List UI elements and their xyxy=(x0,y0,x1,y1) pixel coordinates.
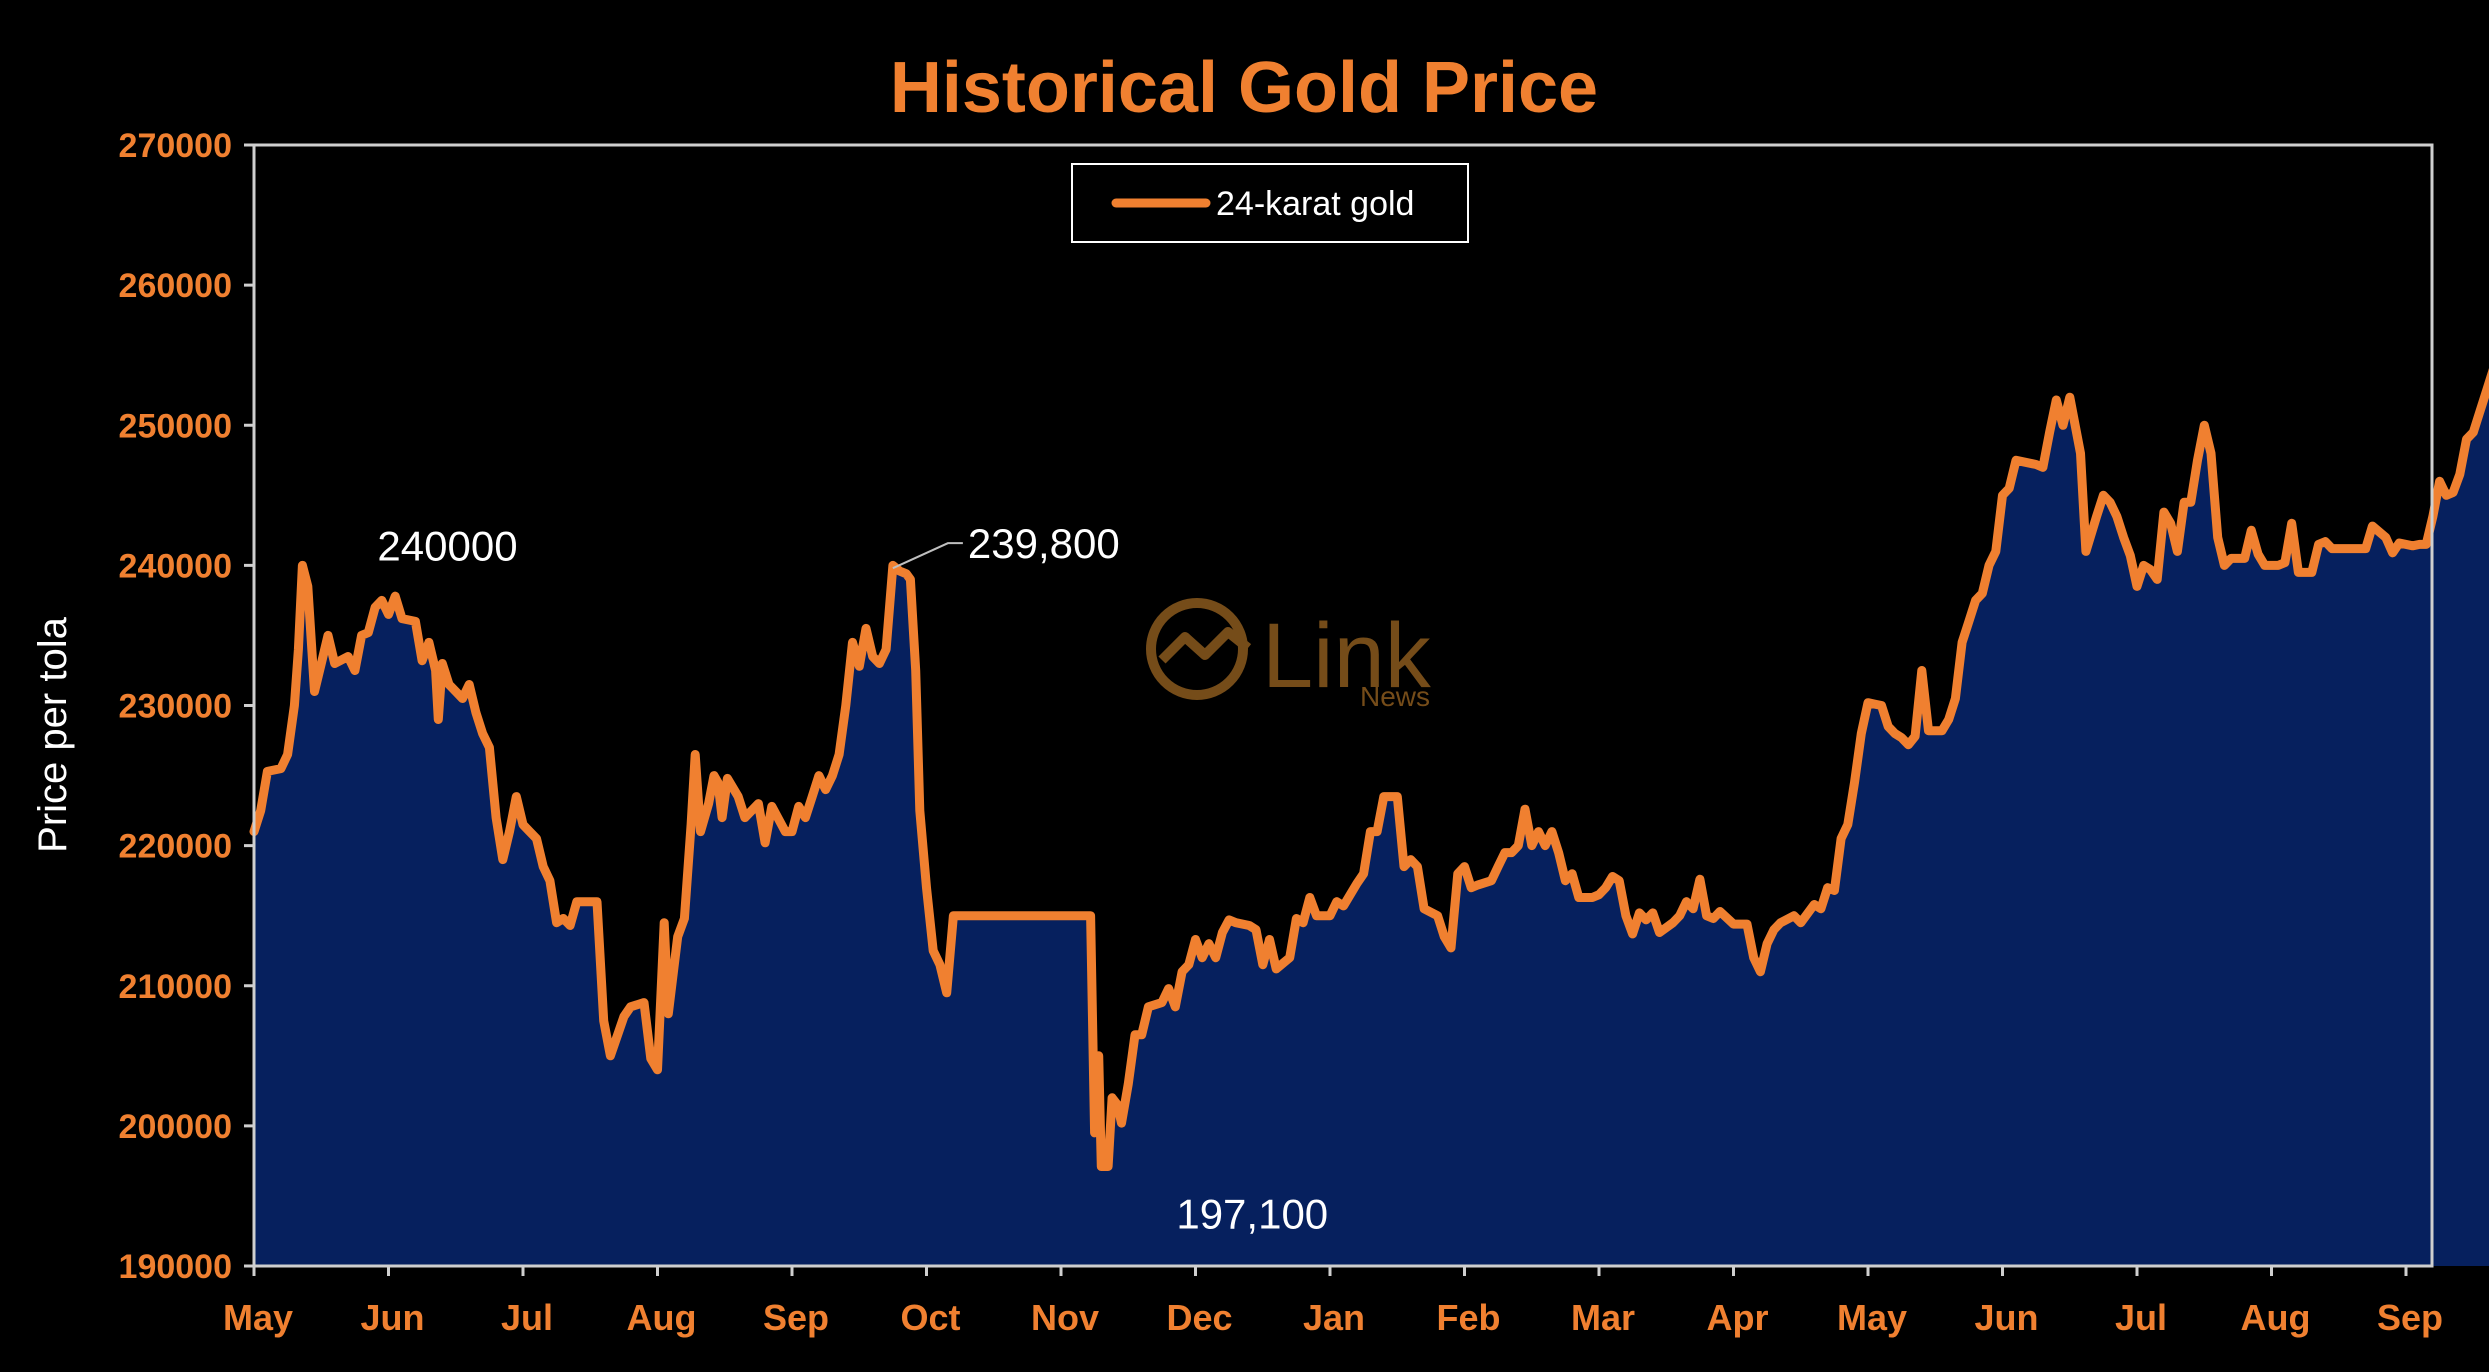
y-tick-label: 270000 xyxy=(119,127,232,165)
x-tick-label: Aug xyxy=(2241,1297,2311,1338)
plot-area: 190000 200000 210000 220000 230000 240000 2500… xyxy=(119,127,2489,1338)
data-label: 240000 xyxy=(377,522,517,569)
x-tick-label: Oct xyxy=(900,1297,960,1338)
y-tick-label: 210000 xyxy=(119,968,232,1006)
annotation-leader xyxy=(892,542,963,570)
x-tick-label: May xyxy=(223,1297,293,1338)
x-tick-label: Jan xyxy=(1303,1297,1365,1338)
x-tick-label: May xyxy=(1837,1297,1907,1338)
x-tick-label: Jun xyxy=(360,1297,424,1338)
y-tick-label: 190000 xyxy=(119,1248,232,1286)
series-line-24-karat-gold xyxy=(249,368,2489,1171)
x-tick-label: Sep xyxy=(2377,1297,2443,1338)
series-area-24-karat-gold xyxy=(254,382,2489,1266)
y-tick-label: 230000 xyxy=(119,688,232,726)
legend: 24-karat gold xyxy=(1071,163,1469,243)
watermark-brand: Link xyxy=(1262,605,1432,707)
x-tick-label: Apr xyxy=(1707,1297,1769,1338)
watermark-sub: News xyxy=(1360,681,1430,712)
data-label: 260,400 xyxy=(2487,587,2489,634)
x-tick-label: Sep xyxy=(763,1297,829,1338)
data-label: 239,800 xyxy=(968,520,1120,567)
y-tick-label: 260000 xyxy=(119,267,232,305)
x-tick-label: Feb xyxy=(1436,1297,1500,1338)
x-tick-label: Aug xyxy=(627,1297,697,1338)
x-tick-label: Mar xyxy=(1571,1297,1635,1338)
annotations: 240000 239,800 197,100 260,400 xyxy=(377,520,2489,1238)
y-tick-label: 200000 xyxy=(119,1108,232,1146)
watermark: Link News xyxy=(1146,598,1432,712)
y-axis-label: Price per tola xyxy=(31,616,75,852)
y-tick-label: 250000 xyxy=(119,407,232,445)
y-tick-label: 240000 xyxy=(119,547,232,585)
legend-entry-label: 24-karat gold xyxy=(1216,185,1414,223)
x-tick-label: Nov xyxy=(1031,1297,1099,1338)
x-tick-label: Jul xyxy=(2115,1297,2167,1338)
x-tick-label: Jul xyxy=(501,1297,553,1338)
x-tick-label: Jun xyxy=(1974,1297,2038,1338)
x-tick-label: Dec xyxy=(1166,1297,1232,1338)
chart-title: Historical Gold Price xyxy=(890,48,1598,128)
y-tick-label: 220000 xyxy=(119,828,232,866)
data-label: 197,100 xyxy=(1176,1191,1328,1238)
link-news-logo-icon xyxy=(1146,598,1252,700)
